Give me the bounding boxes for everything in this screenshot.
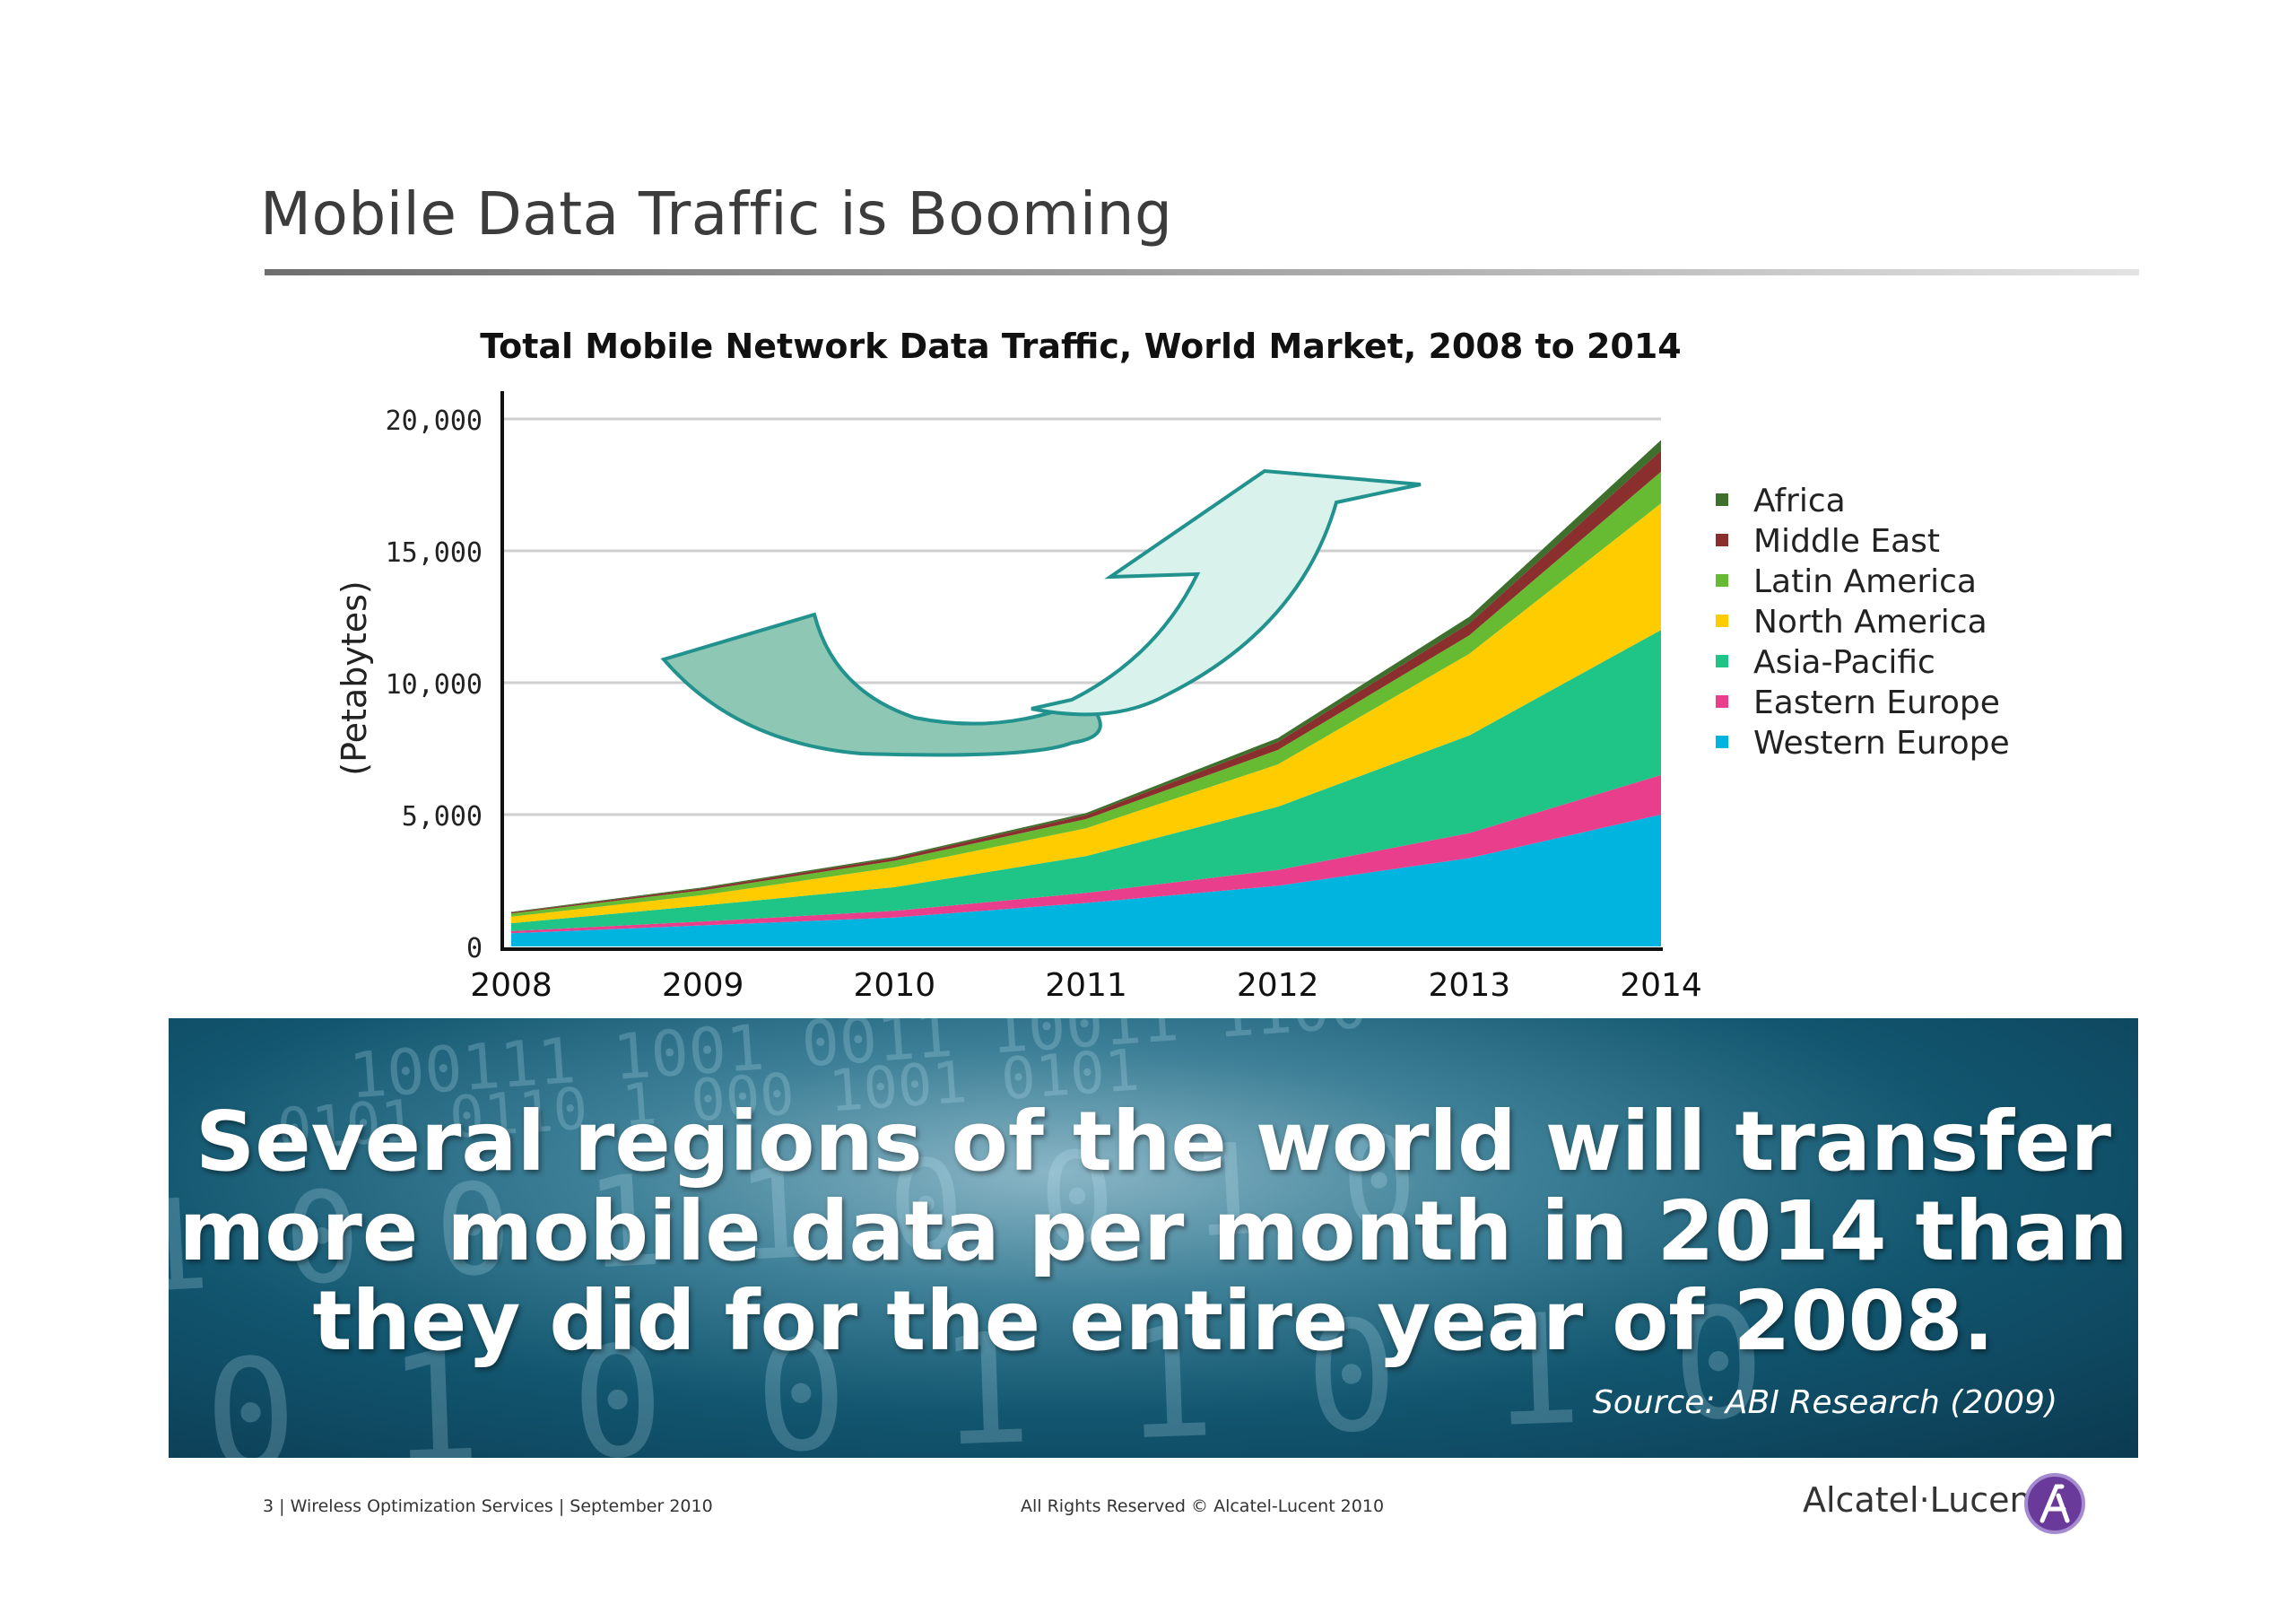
x-tick-label: 2010 [854,967,936,1004]
growth-arrow [660,468,1422,757]
legend-label-eastern-europe: Eastern Europe [1753,685,2000,721]
y-tick-label: 5,000 [402,801,483,833]
area-asia-pacific [511,630,1661,931]
y-tick-labels: 0 5,000 10,000 15,000 20,000 [386,406,483,964]
legend-label-asia-pacific: Asia-Pacific [1753,644,1935,681]
x-tick-label: 2011 [1045,967,1127,1004]
growth-arrow-tail [660,612,1102,757]
legend-swatch-north-america [1716,615,1728,627]
legend-swatch-middle-east [1716,534,1728,546]
title-divider [265,269,2139,275]
y-tick-label: 20,000 [386,406,483,437]
y-tick-label: 0 [466,933,483,964]
legend-label-africa: Africa [1753,483,1846,519]
legend-swatch-asia-pacific [1716,655,1728,667]
x-tick-label: 2014 [1620,967,1702,1004]
legend-label-latin-america: Latin America [1753,563,1977,600]
headline-line-1: Several regions of the world will transf… [196,1094,2111,1190]
area-north-america [511,503,1661,924]
area-latin-america [511,471,1661,917]
area-western-europe [511,815,1661,946]
x-tick-labels: 2008 2009 2010 2011 2012 2013 2014 [470,967,1702,1004]
y-axis-title: (Petabytes) [335,580,374,775]
brand-name: Alcatel·Lucent [1803,1480,2045,1520]
x-tick-label: 2009 [662,967,744,1004]
x-tick-label: 2012 [1237,967,1319,1004]
legend-swatch-eastern-europe [1716,695,1728,708]
legend-label-middle-east: Middle East [1753,523,1940,560]
legend-swatch-latin-america [1716,574,1728,587]
y-tick-label: 10,000 [386,669,483,701]
footer-copyright: All Rights Reserved © Alcatel-Lucent 201… [1021,1496,1385,1516]
headline-banner: 100111 1001 0011 10011 1100 0101 0110 1 … [169,1018,2138,1458]
headline-line-3: they did for the entire year of 2008. [312,1273,1995,1369]
legend-swatch-western-europe [1716,736,1728,748]
slide-title: Mobile Data Traffic is Booming [260,179,1173,249]
source-citation: Source: ABI Research (2009) [1592,1384,2057,1421]
headline-line-2: more mobile data per month in 2014 than [178,1183,2128,1279]
legend-label-north-america: North America [1753,604,1987,641]
x-tick-label: 2008 [470,967,552,1004]
footer-page-info: 3 | Wireless Optimization Services | Sep… [263,1496,713,1516]
growth-arrow-head [1031,468,1422,717]
chart-title: Total Mobile Network Data Traffic, World… [480,327,1682,366]
y-tick-label: 15,000 [386,537,483,569]
area-eastern-europe [511,774,1661,934]
x-tick-label: 2013 [1429,967,1511,1004]
legend-swatch-africa [1716,493,1728,506]
stacked-areas [511,440,1661,946]
alcatel-lucent-logo-icon [2024,1473,2085,1534]
legend-label-western-europe: Western Europe [1753,725,2010,762]
traffic-chart: Total Mobile Network Data Traffic, World… [335,327,2010,1004]
headline-text: Several regions of the world will transf… [169,1097,2138,1366]
